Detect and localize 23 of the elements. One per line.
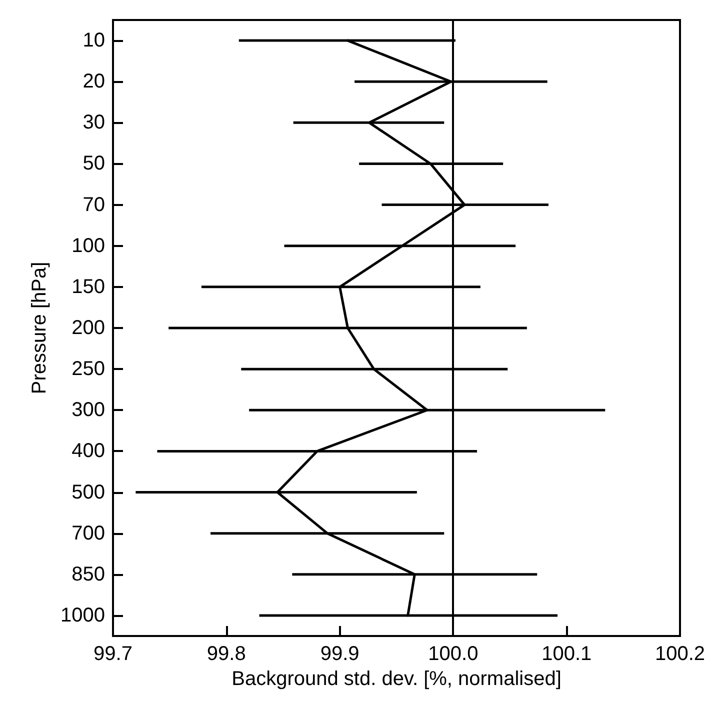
y-tick-label: 500 bbox=[72, 481, 105, 504]
y-tick-label: 10 bbox=[82, 30, 105, 52]
y-tick-label: 30 bbox=[82, 112, 105, 134]
x-tick-label: 99.7 bbox=[94, 643, 132, 665]
y-tick-label: 70 bbox=[82, 194, 105, 216]
x-tick-label: 100.2 bbox=[654, 643, 706, 665]
y-axis-title: Pressure [hPa] bbox=[28, 262, 51, 394]
x-tick-label: 99.9 bbox=[320, 643, 360, 665]
y-tick-label: 20 bbox=[82, 70, 105, 93]
y-tick-label: 850 bbox=[72, 563, 105, 586]
y-tick-label: 300 bbox=[72, 399, 105, 422]
x-tick-label: 99.8 bbox=[206, 643, 246, 665]
y-tick-label: 100 bbox=[72, 234, 105, 257]
x-tick-label: 100.0 bbox=[428, 643, 478, 665]
y-tick-label: 200 bbox=[72, 317, 105, 339]
x-axis-title: Background std. dev. [%, normalised] bbox=[232, 668, 562, 690]
y-tick-label: 250 bbox=[72, 358, 105, 380]
y-tick-label: 1000 bbox=[60, 604, 105, 626]
y-tick-label: 50 bbox=[82, 152, 105, 175]
y-tick-label: 150 bbox=[72, 276, 105, 298]
y-tick-label: 700 bbox=[72, 522, 105, 544]
x-tick-label: 100.1 bbox=[542, 643, 592, 665]
y-tick-label: 400 bbox=[72, 440, 105, 462]
